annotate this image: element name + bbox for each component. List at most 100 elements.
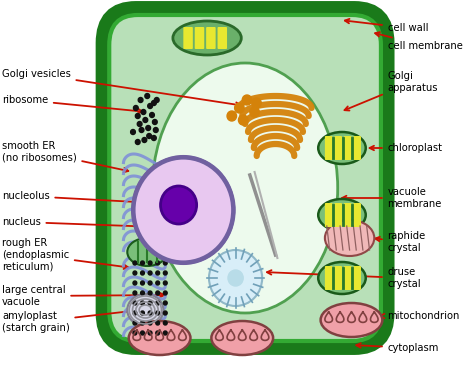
- Text: vacuole
membrane: vacuole membrane: [342, 187, 442, 209]
- Circle shape: [164, 291, 167, 295]
- Text: raphide
crystal: raphide crystal: [375, 231, 426, 253]
- Circle shape: [141, 271, 145, 275]
- Circle shape: [209, 250, 262, 306]
- Text: nucleus: nucleus: [2, 217, 181, 230]
- Ellipse shape: [153, 63, 337, 313]
- Circle shape: [148, 104, 153, 108]
- Circle shape: [227, 111, 237, 121]
- Circle shape: [136, 114, 140, 119]
- Circle shape: [252, 98, 261, 108]
- Ellipse shape: [128, 294, 164, 326]
- Text: chloroplast: chloroplast: [370, 143, 443, 153]
- Circle shape: [131, 130, 136, 134]
- Circle shape: [134, 105, 138, 111]
- Circle shape: [141, 281, 145, 285]
- Circle shape: [148, 291, 152, 295]
- Circle shape: [164, 321, 167, 325]
- Text: rough ER
(endoplasmic
reticulum): rough ER (endoplasmic reticulum): [2, 238, 128, 272]
- Ellipse shape: [134, 158, 233, 262]
- Circle shape: [152, 100, 156, 105]
- Circle shape: [156, 301, 160, 305]
- Circle shape: [143, 118, 148, 123]
- Text: Golgi
apparatus: Golgi apparatus: [345, 71, 438, 111]
- Ellipse shape: [325, 220, 374, 256]
- Circle shape: [155, 97, 159, 103]
- FancyBboxPatch shape: [334, 266, 342, 290]
- Circle shape: [141, 311, 145, 315]
- Circle shape: [156, 281, 160, 285]
- Text: cytoplasm: cytoplasm: [356, 343, 439, 353]
- Circle shape: [133, 261, 137, 265]
- Circle shape: [147, 134, 152, 138]
- Circle shape: [156, 321, 160, 325]
- FancyBboxPatch shape: [109, 15, 381, 341]
- Ellipse shape: [173, 21, 241, 55]
- Circle shape: [156, 261, 160, 265]
- Circle shape: [164, 271, 167, 275]
- Text: ribosome: ribosome: [2, 95, 143, 113]
- Circle shape: [141, 291, 145, 295]
- Ellipse shape: [318, 199, 366, 231]
- Circle shape: [136, 139, 140, 145]
- Circle shape: [133, 311, 137, 315]
- Circle shape: [242, 95, 252, 105]
- FancyBboxPatch shape: [325, 203, 332, 227]
- Circle shape: [137, 122, 142, 127]
- Text: Golgi vesicles: Golgi vesicles: [2, 69, 240, 107]
- Circle shape: [142, 138, 147, 142]
- Ellipse shape: [128, 238, 167, 266]
- Circle shape: [164, 331, 167, 335]
- Circle shape: [146, 126, 151, 131]
- Circle shape: [156, 291, 160, 295]
- Circle shape: [141, 321, 145, 325]
- FancyBboxPatch shape: [102, 8, 388, 348]
- Circle shape: [228, 270, 243, 286]
- Circle shape: [156, 271, 160, 275]
- FancyBboxPatch shape: [334, 136, 342, 160]
- Circle shape: [164, 261, 167, 265]
- FancyBboxPatch shape: [195, 27, 204, 49]
- Circle shape: [141, 261, 145, 265]
- FancyBboxPatch shape: [344, 266, 352, 290]
- Circle shape: [148, 331, 152, 335]
- FancyBboxPatch shape: [344, 203, 352, 227]
- FancyBboxPatch shape: [218, 27, 227, 49]
- Ellipse shape: [318, 262, 366, 294]
- Text: mitochondrion: mitochondrion: [380, 311, 460, 321]
- Text: nucleolus: nucleolus: [2, 191, 169, 206]
- Circle shape: [148, 301, 152, 305]
- FancyBboxPatch shape: [183, 27, 193, 49]
- Ellipse shape: [318, 132, 366, 164]
- Circle shape: [156, 331, 160, 335]
- Text: cell membrane: cell membrane: [375, 32, 463, 51]
- Ellipse shape: [161, 186, 197, 224]
- Circle shape: [133, 321, 137, 325]
- FancyBboxPatch shape: [325, 136, 332, 160]
- FancyBboxPatch shape: [354, 266, 361, 290]
- Circle shape: [141, 331, 145, 335]
- Circle shape: [133, 281, 137, 285]
- Circle shape: [150, 112, 155, 118]
- Circle shape: [148, 321, 152, 325]
- Circle shape: [235, 103, 244, 113]
- Text: smooth ER
(no ribosomes): smooth ER (no ribosomes): [2, 141, 128, 172]
- FancyBboxPatch shape: [344, 136, 352, 160]
- Ellipse shape: [211, 321, 273, 355]
- Text: druse
crystal: druse crystal: [267, 267, 421, 289]
- FancyBboxPatch shape: [334, 203, 342, 227]
- Circle shape: [139, 127, 144, 132]
- Text: amyloplast
(starch grain): amyloplast (starch grain): [2, 309, 136, 333]
- Circle shape: [164, 281, 167, 285]
- Circle shape: [152, 135, 156, 141]
- Circle shape: [138, 97, 143, 103]
- Circle shape: [141, 301, 145, 305]
- Circle shape: [133, 301, 137, 305]
- Circle shape: [154, 127, 158, 132]
- Ellipse shape: [129, 321, 191, 355]
- Circle shape: [148, 261, 152, 265]
- Circle shape: [145, 93, 150, 99]
- Circle shape: [156, 311, 160, 315]
- Circle shape: [141, 110, 146, 115]
- Circle shape: [148, 311, 152, 315]
- Circle shape: [148, 281, 152, 285]
